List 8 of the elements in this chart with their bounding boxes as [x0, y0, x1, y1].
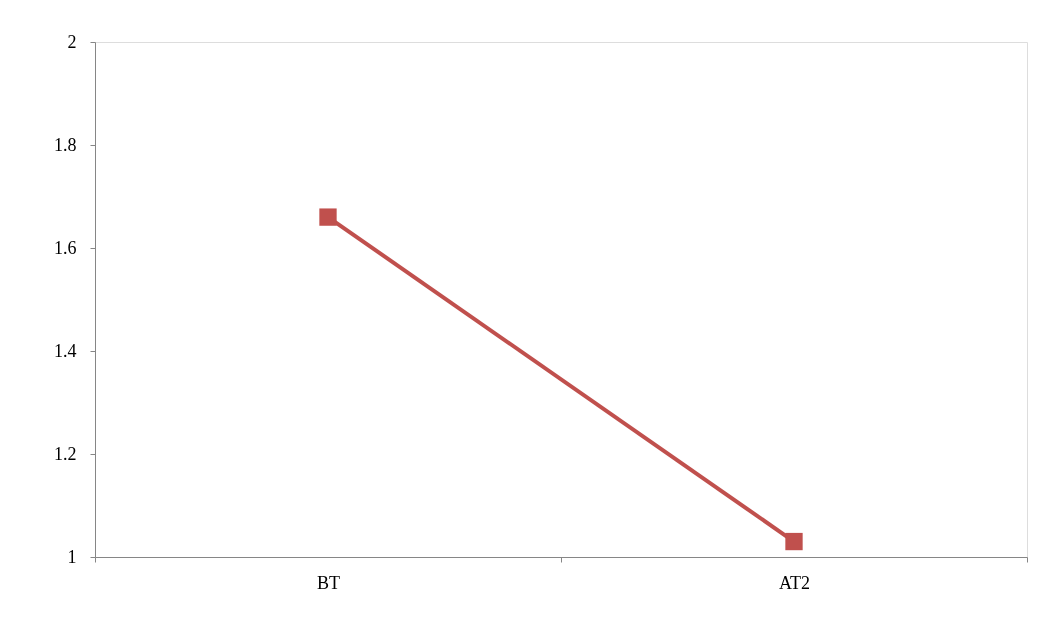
- y-tick-label: 1.6: [54, 237, 77, 258]
- y-tick-label: 1.8: [54, 134, 77, 155]
- y-tick-label: 2: [67, 31, 77, 52]
- x-tick-label: AT2: [779, 572, 810, 593]
- x-tick-label: BT: [316, 572, 341, 593]
- y-tick-label: 1: [67, 546, 77, 567]
- y-tick-label: 1.4: [54, 340, 77, 361]
- y-tick-label: 1.2: [54, 443, 77, 464]
